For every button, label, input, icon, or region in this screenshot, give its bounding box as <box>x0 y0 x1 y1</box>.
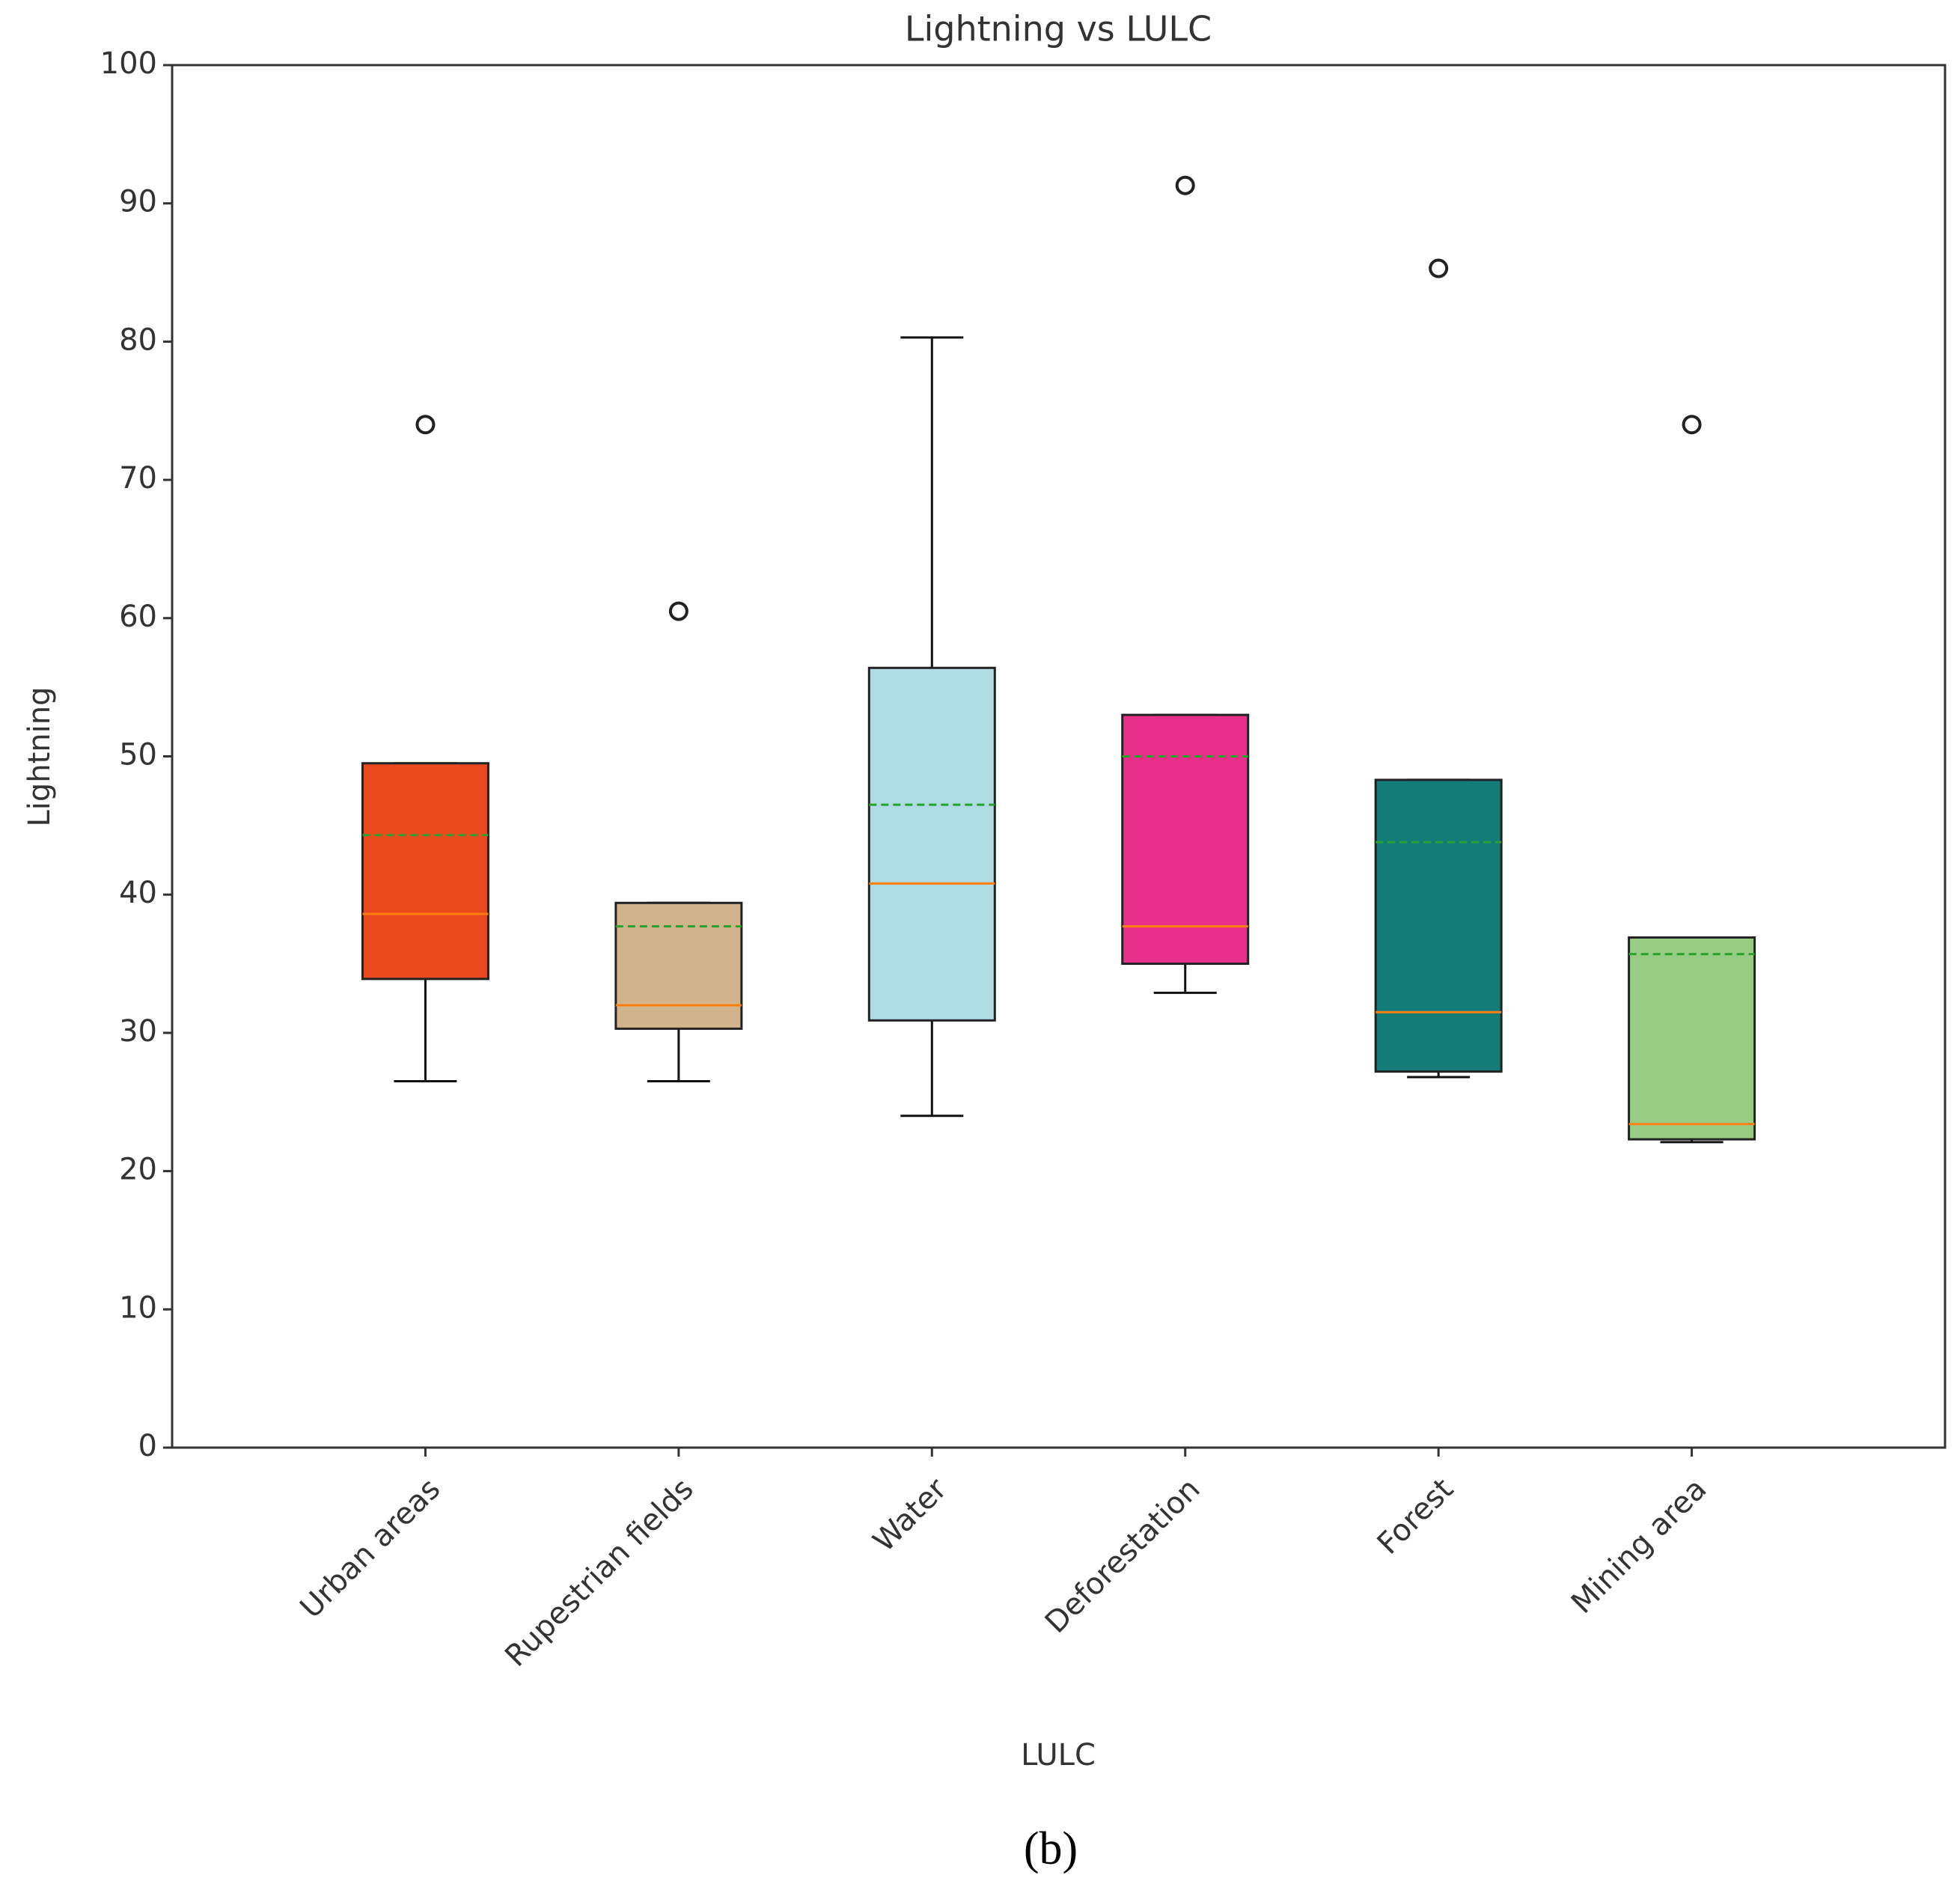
caption: (b) <box>1024 1823 1078 1874</box>
y-tick-label: 80 <box>119 323 157 357</box>
box <box>867 666 996 1022</box>
y-tick-label: 30 <box>119 1014 157 1049</box>
x-axis-label: LULC <box>1021 1738 1096 1772</box>
x-tick-label: Mining area <box>1565 1472 1714 1621</box>
x-tick-label: Rupestrian fields <box>498 1472 700 1674</box>
x-tick-label: Water <box>867 1472 954 1559</box>
outlier <box>415 415 436 435</box>
outlier <box>1175 175 1195 195</box>
box <box>1374 778 1503 1073</box>
box <box>361 762 489 981</box>
chart-title: Lightning vs LULC <box>905 9 1212 49</box>
y-tick-label: 20 <box>119 1153 157 1187</box>
box <box>1628 936 1756 1141</box>
y-tick-label: 50 <box>119 738 157 772</box>
y-tick-label: 40 <box>119 876 157 910</box>
y-axis-label: Lightning <box>22 686 57 826</box>
plot-frame <box>171 64 1947 1449</box>
box <box>614 901 743 1030</box>
outlier <box>1429 258 1449 278</box>
x-tick-label: Urban areas <box>293 1472 447 1625</box>
outlier <box>668 601 689 621</box>
y-tick-label: 0 <box>138 1429 157 1463</box>
x-tick-label: Deforestation <box>1039 1472 1207 1640</box>
y-tick-label: 100 <box>100 46 157 81</box>
outlier <box>1682 415 1702 435</box>
x-tick-label: Forest <box>1371 1472 1460 1561</box>
y-tick-label: 70 <box>119 461 157 496</box>
y-tick-label: 60 <box>119 600 157 634</box>
y-tick-label: 10 <box>119 1290 157 1325</box>
y-tick-label: 90 <box>119 185 157 219</box>
